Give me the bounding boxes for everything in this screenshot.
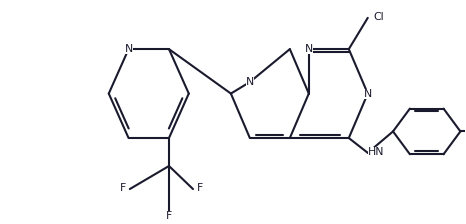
Text: N: N: [305, 44, 313, 54]
Text: HN: HN: [368, 147, 384, 157]
Text: N: N: [124, 44, 133, 54]
Text: N: N: [363, 88, 372, 99]
Text: Cl: Cl: [373, 12, 384, 22]
Text: N: N: [246, 77, 254, 87]
Text: F: F: [120, 183, 126, 193]
Text: F: F: [166, 211, 172, 221]
Text: F: F: [197, 183, 203, 193]
